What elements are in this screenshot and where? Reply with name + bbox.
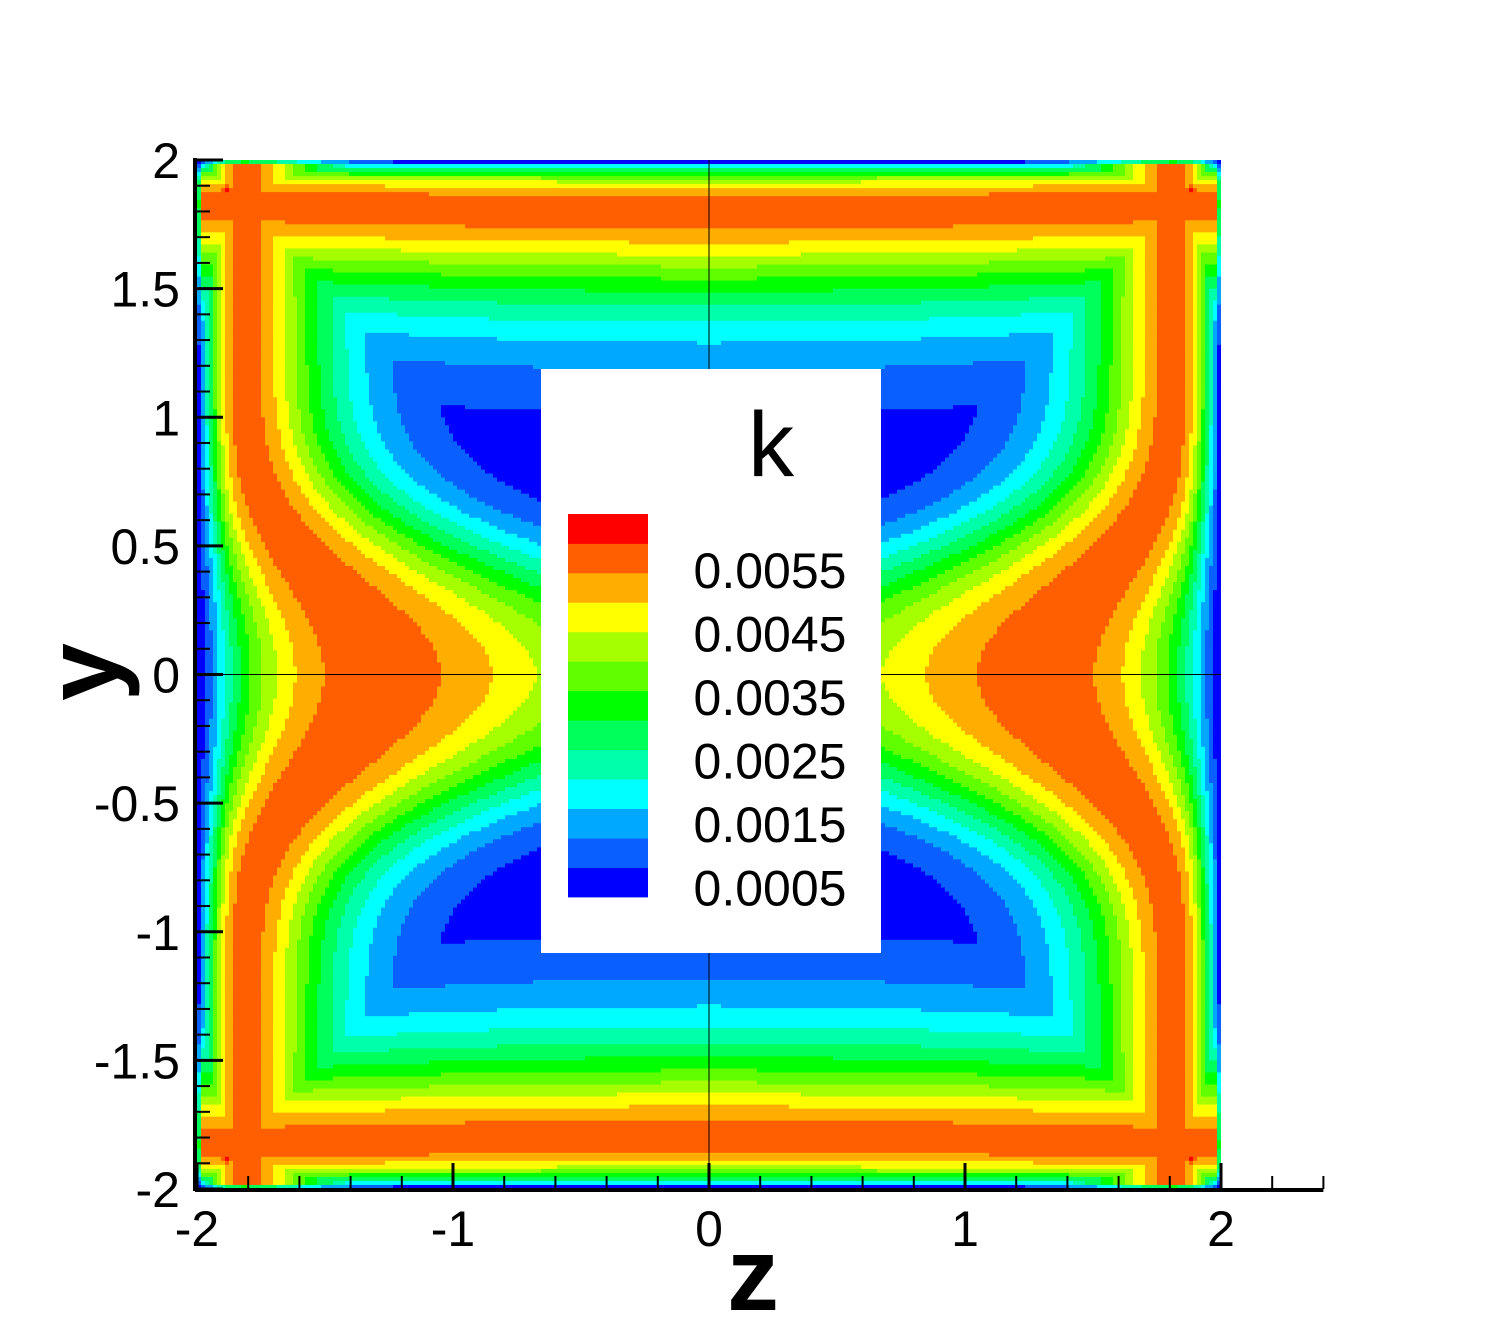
legend-swatch bbox=[568, 720, 648, 750]
legend-swatch bbox=[568, 573, 648, 603]
x-tick-label: 2 bbox=[1207, 1201, 1235, 1257]
legend-swatch bbox=[568, 779, 648, 809]
legend-box: k 0.0055 0.0045 0.0035 0.0025 0.0015 0.0005 bbox=[541, 369, 881, 953]
legend-colorbar bbox=[568, 514, 648, 897]
y-tick-label: 1 bbox=[152, 390, 180, 446]
legend-swatch bbox=[568, 514, 648, 544]
legend-swatch bbox=[568, 632, 648, 662]
legend-swatch bbox=[568, 809, 648, 839]
x-tick-label: 1 bbox=[951, 1201, 979, 1257]
x-axis-label: z bbox=[727, 1217, 779, 1333]
legend-swatch bbox=[568, 750, 648, 780]
legend-title: k bbox=[748, 394, 795, 496]
legend-swatch bbox=[568, 543, 648, 573]
x-tick-label: -1 bbox=[431, 1201, 475, 1257]
y-tick-label: 0 bbox=[152, 648, 180, 704]
y-tick-label: 0.5 bbox=[110, 519, 180, 575]
y-axis-label: y bbox=[25, 643, 141, 701]
x-tick-label: -2 bbox=[175, 1201, 219, 1257]
legend-swatch bbox=[568, 838, 648, 868]
y-tick-label: -2 bbox=[136, 1162, 180, 1218]
legend-label: 0.0005 bbox=[694, 861, 847, 917]
legend-swatch bbox=[568, 691, 648, 721]
y-tick-label: 2 bbox=[152, 133, 180, 189]
legend-label: 0.0035 bbox=[694, 670, 847, 726]
x-tick-label: 0 bbox=[695, 1201, 723, 1257]
y-tick-label: -0.5 bbox=[94, 776, 180, 832]
legend-label: 0.0015 bbox=[694, 797, 847, 853]
legend-swatch bbox=[568, 661, 648, 691]
legend-label: 0.0025 bbox=[694, 734, 847, 790]
legend-label: 0.0055 bbox=[694, 543, 847, 599]
legend-swatch bbox=[568, 602, 648, 632]
legend-swatch bbox=[568, 868, 648, 898]
y-tick-label: -1 bbox=[136, 905, 180, 961]
legend-label: 0.0045 bbox=[694, 607, 847, 663]
y-tick-label: -1.5 bbox=[94, 1033, 180, 1089]
y-tick-label: 1.5 bbox=[110, 262, 180, 318]
